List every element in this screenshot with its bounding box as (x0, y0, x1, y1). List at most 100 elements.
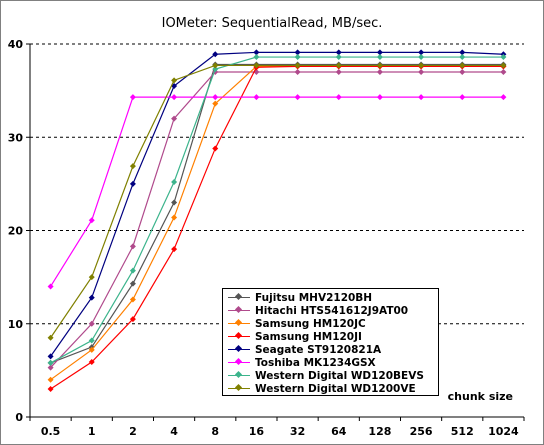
data-point (376, 68, 383, 75)
data-point (212, 145, 219, 152)
data-point (129, 243, 136, 250)
data-point (129, 296, 136, 303)
series-line (50, 56, 504, 364)
data-point (171, 199, 178, 206)
data-point (376, 94, 383, 101)
legend-swatch (227, 382, 251, 395)
data-point (129, 163, 136, 170)
data-point (500, 94, 507, 101)
y-tick-label: 10 (8, 318, 24, 331)
data-point (88, 320, 95, 327)
x-axis-label: chunk size (447, 390, 513, 403)
x-tick-label: 512 (451, 425, 474, 438)
x-tick-label: 4 (170, 425, 178, 438)
data-point (171, 115, 178, 122)
legend-label: Western Digital WD1200VE (255, 382, 416, 395)
x-tick-label: 64 (331, 425, 347, 438)
data-point (294, 94, 301, 101)
data-point (47, 359, 54, 366)
data-point (212, 94, 219, 101)
legend-item: Samsung HM120JC (227, 317, 438, 330)
y-tick-label: 0 (15, 411, 23, 424)
y-tick-label: 20 (8, 225, 24, 238)
data-point (88, 294, 95, 301)
data-point (212, 51, 219, 58)
data-point (459, 94, 466, 101)
data-point (88, 346, 95, 353)
series-line (50, 65, 504, 390)
data-point (418, 94, 425, 101)
data-point (376, 54, 383, 61)
legend-label: Hitachi HTS541612J9AT00 (255, 304, 409, 317)
data-point (88, 337, 95, 344)
data-point (47, 353, 54, 360)
data-point (171, 246, 178, 253)
data-point (88, 358, 95, 365)
data-point (212, 62, 219, 69)
y-tick-label: 30 (8, 131, 24, 144)
series-line (50, 51, 504, 357)
data-point (47, 283, 54, 290)
data-point (171, 214, 178, 221)
data-point (500, 68, 507, 75)
series-line (50, 64, 504, 339)
x-tick-label: 8 (211, 425, 219, 438)
data-point (418, 62, 425, 69)
x-tick-label: 0.5 (41, 425, 61, 438)
x-tick-label: 1 (88, 425, 96, 438)
data-point (459, 68, 466, 75)
series-line (50, 71, 504, 368)
legend-item: Toshiba MK1234GSX (227, 356, 438, 369)
data-point (253, 49, 260, 56)
data-point (459, 54, 466, 61)
data-point (253, 94, 260, 101)
data-point (376, 62, 383, 69)
x-tick-label: 16 (249, 425, 265, 438)
data-point (418, 68, 425, 75)
data-point (253, 62, 260, 69)
data-point (418, 54, 425, 61)
legend-item: Western Digital WD1200VE (227, 382, 438, 395)
legend-item: Hitachi HTS541612J9AT00 (227, 304, 438, 317)
legend-swatch (227, 356, 251, 369)
series-line (50, 63, 504, 364)
data-point (335, 49, 342, 56)
legend-item: Western Digital WD120BEVS (227, 369, 438, 382)
data-point (500, 54, 507, 61)
legend-swatch (227, 317, 251, 330)
legend-label: Samsung HM120JC (255, 317, 366, 330)
data-point (335, 94, 342, 101)
data-point (459, 49, 466, 56)
legend-label: Samsung HM120JI (255, 330, 362, 343)
data-point (294, 68, 301, 75)
data-point (418, 49, 425, 56)
legend-swatch (227, 369, 251, 382)
data-point (129, 280, 136, 287)
data-point (212, 100, 219, 107)
data-point (171, 179, 178, 186)
data-point (294, 49, 301, 56)
legend-label: Western Digital WD120BEVS (255, 369, 424, 382)
data-point (253, 54, 260, 61)
data-point (376, 49, 383, 56)
legend-label: Fujitsu MHV2120BH (255, 291, 373, 304)
legend-item: Fujitsu MHV2120BH (227, 291, 438, 304)
legend-swatch (227, 343, 251, 356)
y-tick-label: 40 (8, 38, 24, 51)
x-tick-label: 32 (290, 425, 305, 438)
data-point (171, 77, 178, 84)
x-tick-label: 1024 (488, 425, 519, 438)
legend-item: Seagate ST9120821A (227, 343, 438, 356)
data-point (294, 62, 301, 69)
legend-swatch (227, 330, 251, 343)
legend-label: Toshiba MK1234GSX (255, 356, 376, 369)
legend-item: Samsung HM120JI (227, 330, 438, 343)
data-point (129, 94, 136, 101)
data-point (212, 66, 219, 73)
data-point (171, 94, 178, 101)
data-point (129, 316, 136, 323)
data-point (47, 364, 54, 371)
chart-title: IOMeter: SequentialRead, MB/sec. (161, 16, 383, 31)
